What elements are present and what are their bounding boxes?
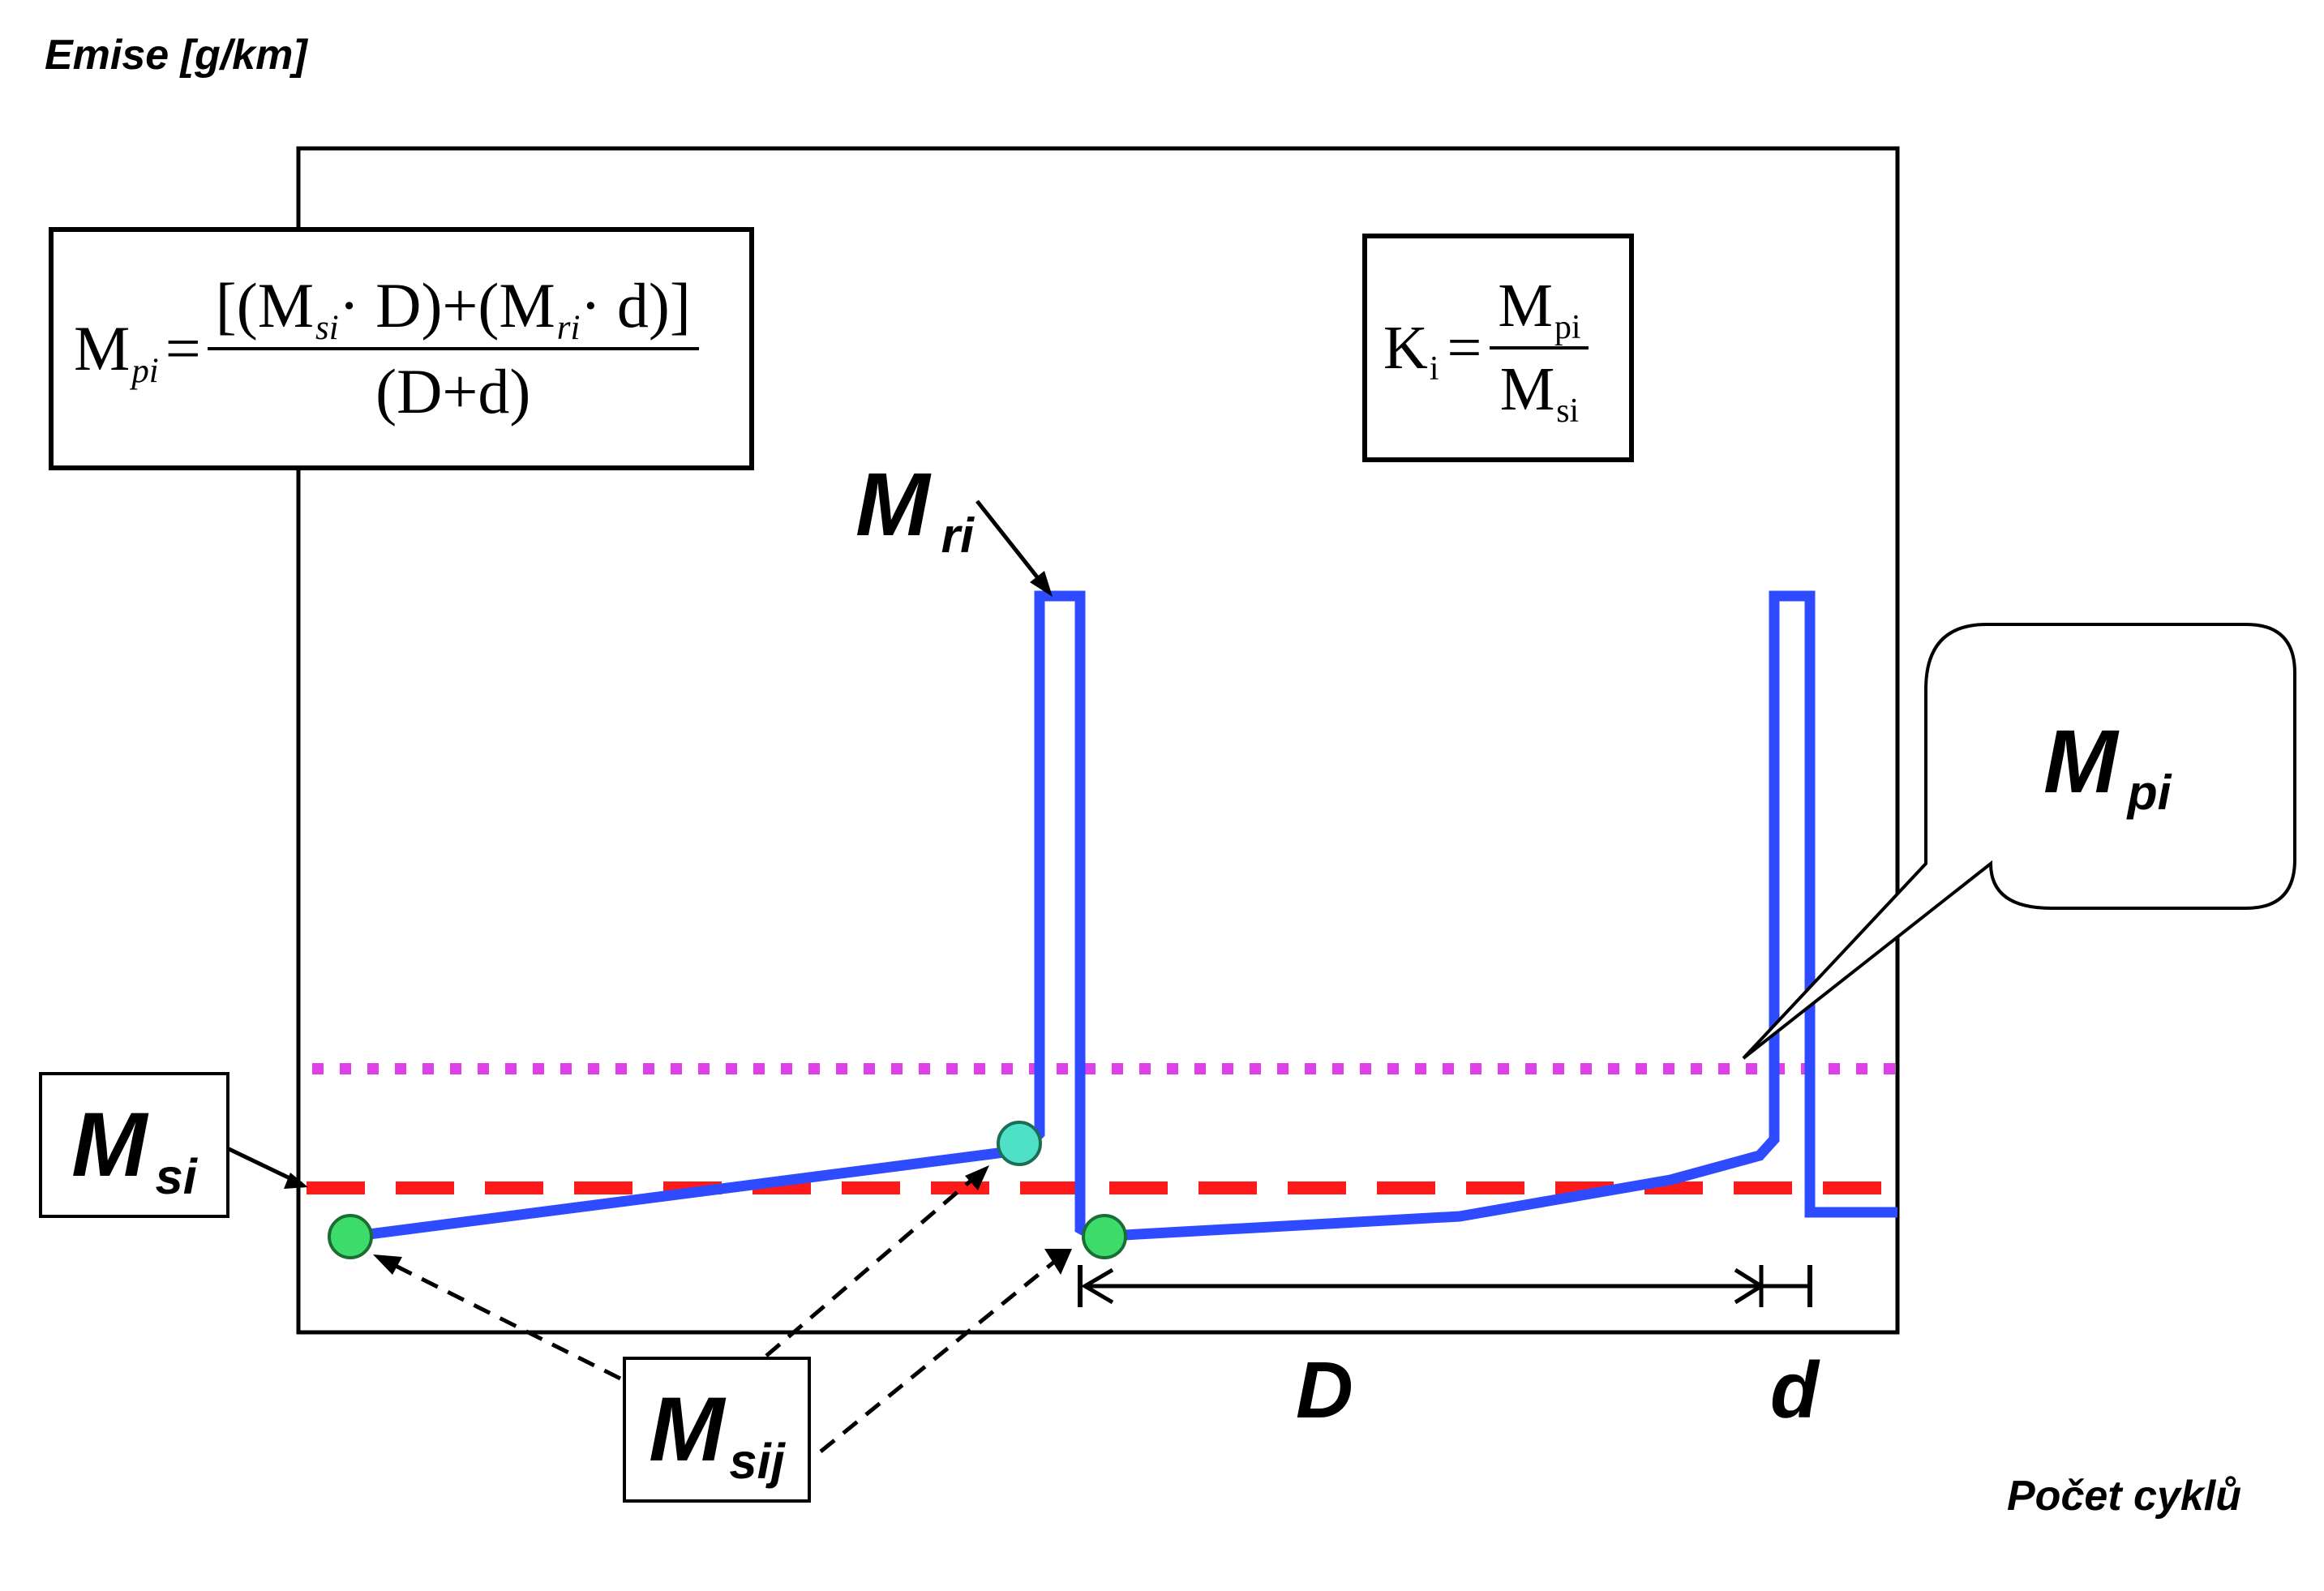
ki-fraction: Mpi Msi: [1490, 271, 1589, 430]
ki-formula-box: Ki = Mpi Msi: [1362, 234, 1634, 462]
msij-arrow-1: [379, 1256, 622, 1381]
y-axis-label: Emise [g/km]: [45, 32, 307, 79]
mpi-formula-box: Mpi = [(Msi· D)+(Mri· d)] (D+d): [49, 227, 754, 470]
msij-arrow-2: [765, 1170, 983, 1357]
ki-lhs: Ki: [1383, 313, 1439, 388]
mri-leader-line: [975, 500, 1049, 592]
emission-curve: [349, 590, 1897, 1242]
x-axis-label: Počet cyklů: [2007, 1473, 2242, 1520]
plot-frame: [296, 146, 1900, 1335]
ki-equals: =: [1447, 313, 1482, 382]
msi-leader-line: [219, 1143, 303, 1186]
d-label: d: [1770, 1345, 1819, 1434]
D-arrow-left: [1081, 1267, 1114, 1305]
D-label: D: [1296, 1345, 1353, 1434]
ki-numerator: Mpi: [1490, 271, 1589, 350]
msi-arrowhead: [284, 1173, 308, 1189]
msij-label-box: Msij: [623, 1357, 811, 1503]
mpi-lhs: Mpi: [74, 313, 159, 390]
mpi-equals: =: [165, 313, 201, 384]
mpi-callout-bubble: [1742, 623, 2296, 1060]
msij-arrowhead-2: [965, 1165, 989, 1190]
msij-point-2: [997, 1121, 1042, 1166]
mpi-denominator: (D+d): [375, 356, 531, 427]
ki-denominator: Msi: [1499, 355, 1580, 430]
mpi-fraction: [(Msi· D)+(Mri· d)] (D+d): [207, 269, 699, 428]
mri-arrowhead: [1030, 571, 1053, 597]
msij-point-3: [1082, 1214, 1127, 1259]
msij-arrowhead-3: [1044, 1249, 1072, 1275]
msij-arrowhead-1: [373, 1254, 402, 1275]
msij-arrow-3: [819, 1254, 1064, 1453]
msij-point-1: [328, 1214, 373, 1259]
mpi-numerator: [(Msi· D)+(Mri· d)]: [207, 269, 699, 350]
